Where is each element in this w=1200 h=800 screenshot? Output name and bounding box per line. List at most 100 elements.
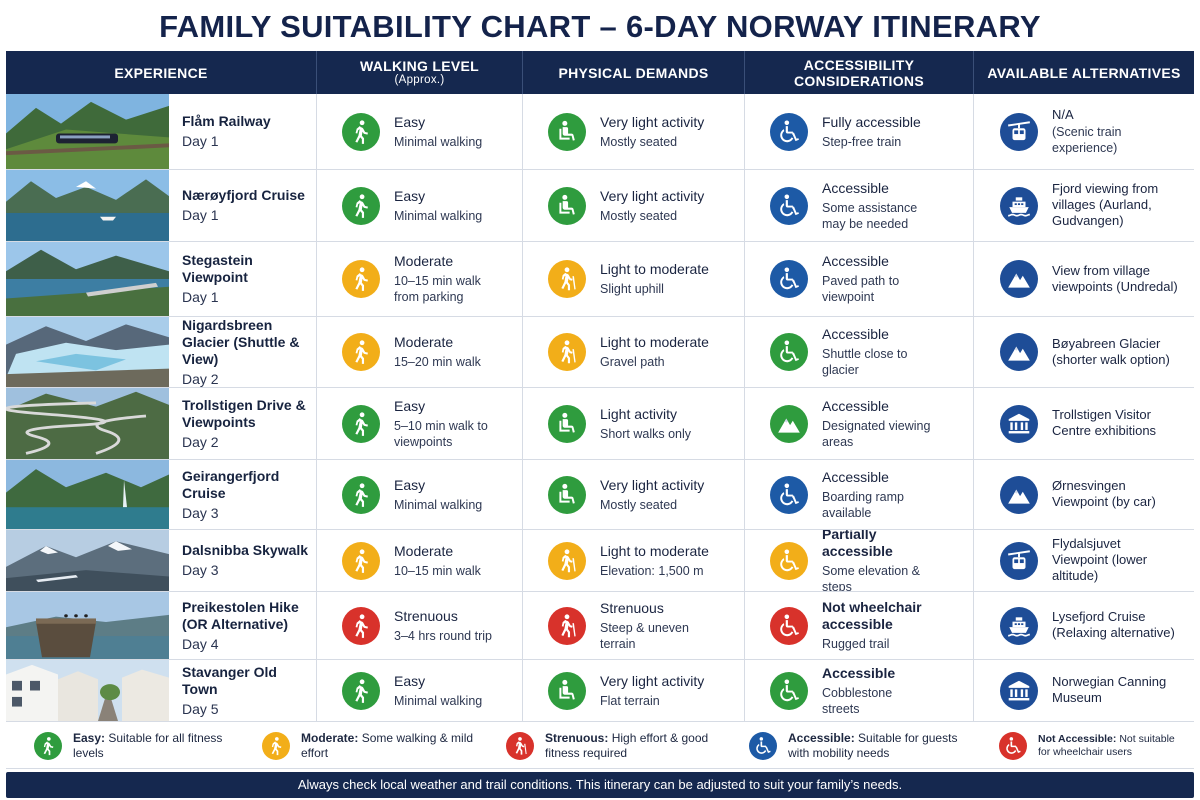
- experience-name: Stavanger Old Town: [182, 663, 277, 697]
- experience-photo: [6, 170, 169, 241]
- walking-level: Strenuous: [394, 607, 458, 624]
- header-walking: WALKING LEVEL (Approx.): [317, 51, 523, 94]
- table-row: Preikestolen Hike (OR Alternative) Day 4…: [6, 592, 1194, 660]
- wheelchair-icon: [770, 541, 808, 580]
- experience-photo: [6, 460, 169, 529]
- walking-person-icon: [342, 112, 380, 151]
- alternative-text: View from village viewpoints (Undredal): [1052, 262, 1178, 294]
- experience-photo: [6, 592, 169, 659]
- physical-detail: Elevation: 1,500 m: [600, 563, 704, 578]
- experience-name: Trollstigen Drive & Viewpoints: [182, 396, 306, 430]
- alternative-cell: Fjord viewing from villages (Aurland, Gu…: [974, 170, 1194, 241]
- alternative-text: Trollstigen Visitor Centre exhibitions: [1052, 407, 1157, 438]
- table-row: Nigardsbreen Glacier (Shuttle & View) Da…: [6, 317, 1194, 388]
- alternative-text: Flydalsjuvet Viewpoint (lower altitude): [1052, 536, 1148, 583]
- walking-cell: Easy Minimal walking: [317, 660, 523, 721]
- experience-photo: [6, 317, 169, 387]
- physical-cell: Light to moderate Elevation: 1,500 m: [523, 530, 745, 591]
- accessibility-detail: Boarding ramp available: [822, 489, 904, 520]
- physical-level: Light activity: [600, 405, 678, 422]
- physical-cell: Light to moderate Gravel path: [523, 317, 745, 387]
- accessibility-detail: Shuttle close to glacier: [822, 347, 908, 377]
- walking-person-icon: [342, 186, 380, 225]
- physical-detail: Slight uphill: [600, 282, 664, 296]
- accessibility-level: Partially accessible: [822, 530, 893, 559]
- accessibility-cell: Fully accessible Step-free train: [745, 94, 974, 169]
- physical-cell: Strenuous Steep & uneven terrain: [523, 592, 745, 659]
- wheelchair-icon: [770, 475, 808, 514]
- walking-cell: Moderate 10–15 min walk: [317, 530, 523, 591]
- seated-person-icon: [548, 186, 586, 225]
- accessibility-cell: Accessible Some assistance may be needed: [745, 170, 974, 241]
- physical-detail: Mostly seated: [600, 497, 678, 512]
- physical-level: Light to moderate: [600, 542, 709, 559]
- seated-person-icon: [548, 404, 586, 443]
- table-row: Stegastein Viewpoint Day 1 Moderate 10–1…: [6, 242, 1194, 317]
- experience-cell: Dalsnibba Skywalk Day 3: [6, 530, 317, 591]
- physical-detail: Steep & uneven terrain: [600, 620, 689, 651]
- experience-photo: [6, 94, 169, 169]
- suitability-table: EXPERIENCE WALKING LEVEL (Approx.) PHYSI…: [6, 51, 1194, 722]
- legend-item: Accessible: Suitable for guests with mob…: [729, 731, 979, 761]
- walking-level: Easy: [394, 397, 426, 414]
- wheelchair-icon: [770, 333, 808, 371]
- walking-cell: Easy Minimal walking: [317, 94, 523, 169]
- header-walking-sub: (Approx.): [394, 74, 445, 86]
- seated-person-icon: [548, 475, 586, 514]
- experience-photo: [6, 530, 169, 591]
- physical-cell: Very light activity Mostly seated: [523, 460, 745, 529]
- hiking-person-icon: [548, 260, 586, 298]
- physical-detail: Mostly seated: [600, 134, 678, 149]
- experience-day: Day 3: [182, 504, 219, 521]
- walking-level: Moderate: [394, 542, 454, 559]
- experience-name: Stegastein Viewpoint: [182, 252, 253, 285]
- accessibility-cell: Accessible Shuttle close to glacier: [745, 317, 974, 387]
- experience-cell: Nigardsbreen Glacier (Shuttle & View) Da…: [6, 317, 317, 387]
- walking-detail: 10–15 min walk: [394, 563, 481, 578]
- alternative-text: Bøyabreen Glacier (shorter walk option): [1052, 335, 1170, 367]
- accessibility-detail: Cobblestone streets: [822, 685, 893, 716]
- alternative-cell: Trollstigen Visitor Centre exhibitions: [974, 388, 1194, 459]
- accessibility-detail: Paved path to viewpoint: [822, 274, 900, 304]
- experience-day: Day 1: [182, 289, 219, 305]
- experience-photo: [6, 242, 169, 316]
- accessibility-level: Accessible: [822, 468, 889, 485]
- accessibility-level: Accessible: [822, 397, 889, 414]
- walking-level: Easy: [394, 113, 426, 130]
- legend-text: Suitable for guests with mobility needs: [788, 730, 958, 760]
- alternative-cell: Lysefjord Cruise (Relaxing alternative): [974, 592, 1194, 659]
- walking-detail: 15–20 min walk: [394, 355, 481, 369]
- museum-icon: [1000, 404, 1038, 443]
- walking-person-icon: [262, 731, 290, 760]
- walking-person-icon: [342, 475, 380, 514]
- header-experience: EXPERIENCE: [6, 51, 317, 94]
- experience-name: Flåm Railway: [182, 113, 271, 129]
- walking-detail: 3–4 hrs round trip: [394, 628, 492, 643]
- physical-level: Light to moderate: [600, 261, 709, 277]
- physical-level: Light to moderate: [600, 334, 709, 350]
- legend-item: Moderate: Some walking & mild effort: [242, 731, 486, 761]
- physical-cell: Very light activity Mostly seated: [523, 94, 745, 169]
- experience-cell: Stavanger Old Town Day 5: [6, 660, 317, 721]
- alternative-cell: Norwegian Canning Museum: [974, 660, 1194, 721]
- walking-cell: Easy Minimal walking: [317, 460, 523, 529]
- alternative-cell: Bøyabreen Glacier (shorter walk option): [974, 317, 1194, 387]
- alternative-cell: View from village viewpoints (Undredal): [974, 242, 1194, 316]
- legend-item: Strenuous: High effort & good fitness re…: [486, 731, 729, 761]
- legend-label: Easy:: [73, 730, 106, 745]
- legend-item: Not Accessible: Not suitable for wheelch…: [979, 731, 1194, 760]
- physical-cell: Light activity Short walks only: [523, 388, 745, 459]
- accessibility-cell: Accessible Paved path to viewpoint: [745, 242, 974, 316]
- accessibility-level: Accessible: [822, 664, 896, 681]
- accessibility-level: Not wheelchair accessible: [822, 599, 922, 632]
- hiking-person-icon: [548, 333, 586, 371]
- walking-detail: Minimal walking: [394, 693, 483, 708]
- cable-car-icon: [1000, 112, 1038, 151]
- legend: Easy: Suitable for all fitness levels Mo…: [6, 723, 1194, 769]
- experience-day: Day 1: [182, 207, 219, 223]
- alternative-text: Lysefjord Cruise (Relaxing alternative): [1052, 609, 1175, 640]
- legend-label: Strenuous:: [545, 730, 609, 745]
- walking-level: Easy: [394, 672, 426, 689]
- experience-day: Day 1: [182, 133, 219, 149]
- physical-detail: Gravel path: [600, 355, 665, 369]
